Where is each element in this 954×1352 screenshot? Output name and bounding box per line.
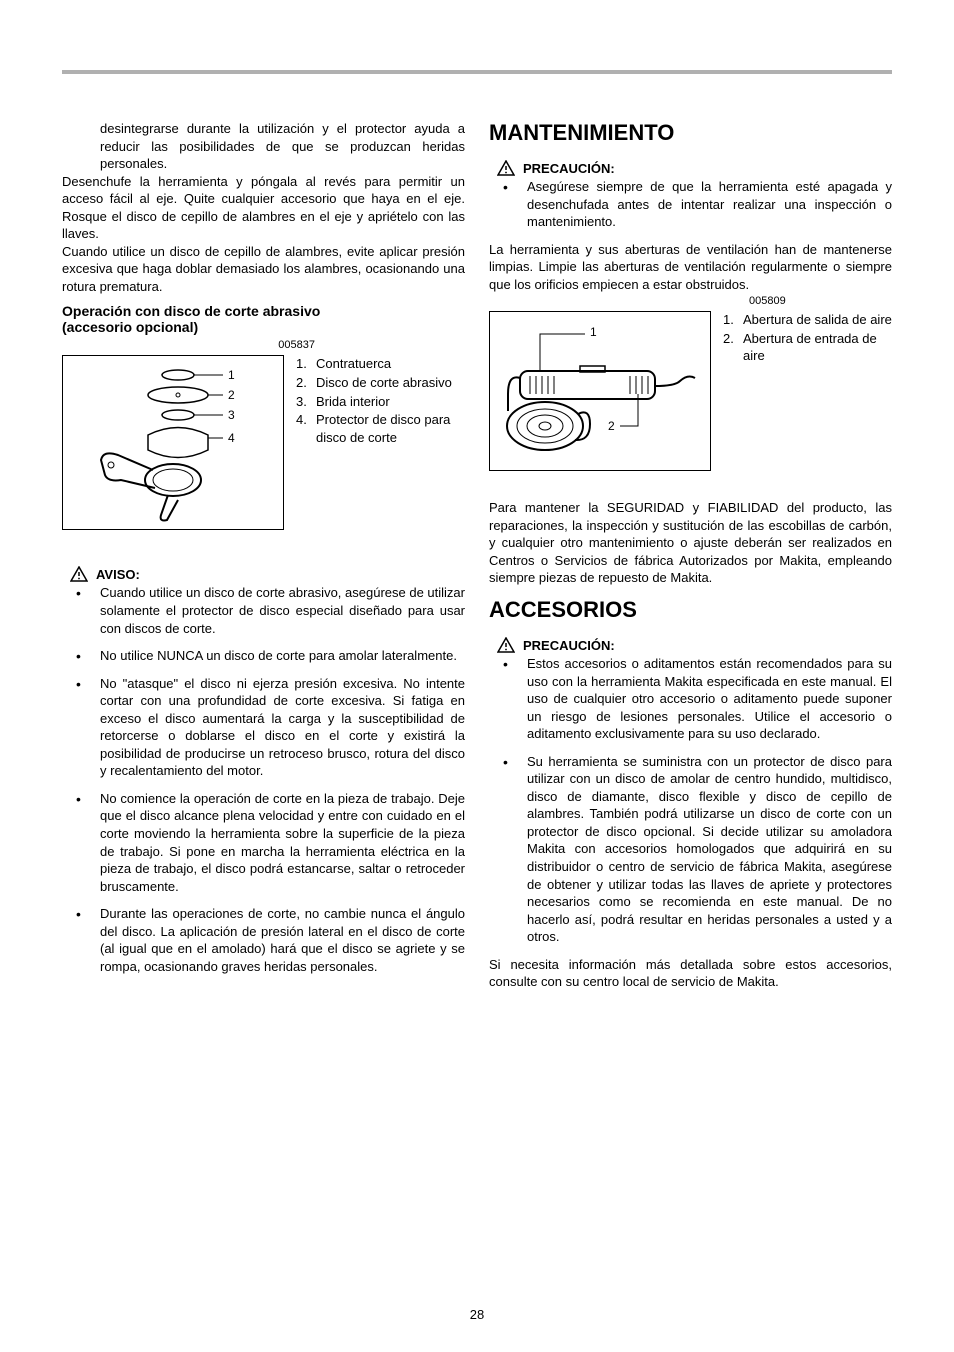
warning-triangle-icon: [70, 566, 88, 582]
list-item: Asegúrese siempre de que la herramienta …: [503, 178, 892, 231]
paragraph: Si necesita información más detallada so…: [489, 956, 892, 991]
part-num: 2.: [296, 374, 310, 392]
caution-heading: PRECAUCIÓN:: [489, 637, 892, 653]
aviso-label: AVISO:: [96, 567, 140, 582]
svg-text:4: 4: [228, 431, 235, 445]
caution-heading: PRECAUCIÓN:: [489, 160, 892, 176]
list-item: Su herramienta se suministra con un prot…: [503, 753, 892, 946]
part-num: 4.: [296, 411, 310, 446]
svg-text:1: 1: [590, 325, 597, 339]
paragraph: Para mantener la SEGURIDAD y FIABILIDAD …: [489, 499, 892, 587]
list-item: Estos accesorios o aditamentos están rec…: [503, 655, 892, 743]
part-label: Disco de corte abrasivo: [316, 374, 452, 392]
warning-triangle-icon: [497, 160, 515, 176]
svg-text:1: 1: [228, 368, 235, 382]
part-label: Abertura de salida de aire: [743, 311, 892, 329]
part-label: Protector de disco para disco de corte: [316, 411, 465, 446]
warning-triangle-icon: [497, 637, 515, 653]
list-item: No comience la operación de corte en la …: [76, 790, 465, 895]
part-num: 1.: [296, 355, 310, 373]
page-number: 28: [0, 1307, 954, 1322]
content-area: desintegrarse durante la utilización y e…: [62, 120, 892, 1292]
part-label: Abertura de entrada de aire: [743, 330, 892, 365]
paragraph: La herramienta y sus aberturas de ventil…: [489, 241, 892, 294]
aviso-list: Cuando utilice un disco de corte abrasiv…: [62, 584, 465, 985]
warning-heading: AVISO:: [62, 566, 465, 582]
header-rule: [62, 70, 892, 74]
part-num: 1.: [723, 311, 737, 329]
figure-reference: 005837: [62, 339, 315, 351]
grinder-vents-icon: 1: [490, 316, 710, 466]
figure-row: 1 2 3 4: [62, 355, 465, 530]
heading-line: (accesorio opcional): [62, 319, 465, 335]
part-num: 2.: [723, 330, 737, 365]
grinder-exploded-icon: 1 2 3 4: [63, 360, 283, 525]
precaucion-label: PRECAUCIÓN:: [523, 161, 615, 176]
figure-1: 1 2 3 4: [62, 355, 284, 530]
list-item: Durante las operaciones de corte, no cam…: [76, 905, 465, 975]
figure-row-2: 1: [489, 311, 892, 471]
figure-2: 1: [489, 311, 711, 471]
section-heading: Operación con disco de corte abrasivo (a…: [62, 303, 465, 335]
precaucion-label: PRECAUCIÓN:: [523, 638, 615, 653]
left-column: desintegrarse durante la utilización y e…: [62, 120, 465, 1292]
paragraph: Cuando utilice un disco de cepillo de al…: [62, 243, 465, 296]
list-item: Cuando utilice un disco de corte abrasiv…: [76, 584, 465, 637]
figure-parts-list: 1. Contratuerca 2. Disco de corte abrasivo…: [296, 355, 465, 447]
part-num: 3.: [296, 393, 310, 411]
figure-parts-list-2: 1. Abertura de salida de aire 2.Abertura …: [723, 311, 892, 366]
right-column: MANTENIMIENTO PRECAUCIÓN: Asegúrese siem…: [489, 120, 892, 1292]
precaution-list: Asegúrese siempre de que la herramienta …: [489, 178, 892, 241]
accessories-heading: ACCESORIOS: [489, 597, 892, 623]
part-label: Contratuerca: [316, 355, 391, 373]
continued-paragraph: desintegrarse durante la utilización y e…: [62, 120, 465, 173]
paragraph: Desenchufe la herramienta y póngala al r…: [62, 173, 465, 243]
svg-text:3: 3: [228, 408, 235, 422]
svg-text:2: 2: [228, 388, 235, 402]
list-item: No "atasque" el disco ni ejerza presión …: [76, 675, 465, 780]
heading-line: Operación con disco de corte abrasivo: [62, 303, 465, 319]
accessories-list: Estos accesorios o aditamentos están rec…: [489, 655, 892, 956]
list-item: No utilice NUNCA un disco de corte para …: [76, 647, 465, 665]
maintenance-heading: MANTENIMIENTO: [489, 120, 892, 146]
figure-reference: 005809: [749, 295, 892, 307]
svg-text:2: 2: [608, 419, 615, 433]
part-label: Brida interior: [316, 393, 390, 411]
